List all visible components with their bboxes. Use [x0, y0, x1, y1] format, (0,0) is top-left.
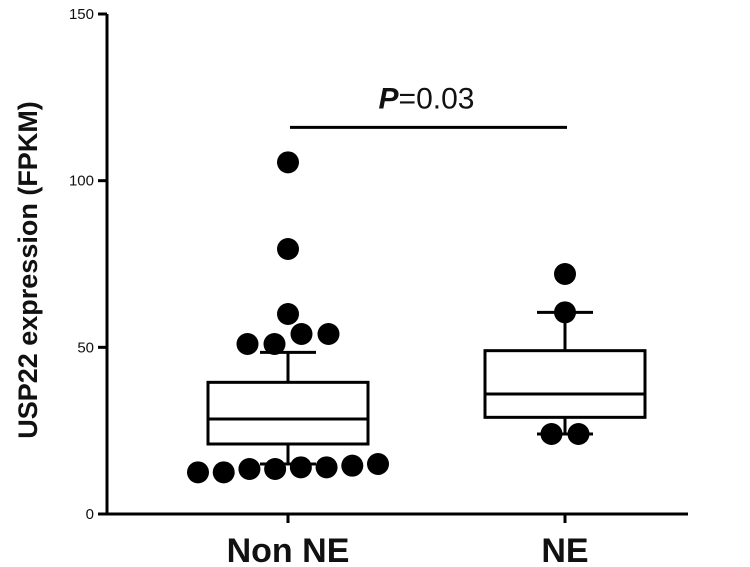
data-point	[277, 151, 299, 174]
x-category-label: Non NE	[227, 532, 350, 567]
y-tick-label: 100	[69, 173, 94, 190]
y-tick-label: 50	[77, 339, 94, 356]
data-point	[341, 454, 364, 477]
data-point	[187, 461, 209, 484]
data-point	[236, 333, 259, 355]
box-group	[206, 350, 370, 466]
y-axis-label: USP22 expression (FPKM)	[13, 101, 43, 439]
data-point	[289, 456, 312, 479]
box-iqr	[483, 349, 647, 419]
data-point	[277, 303, 299, 325]
data-point	[277, 238, 299, 260]
data-point	[317, 323, 340, 345]
data-point	[238, 458, 261, 480]
data-point	[554, 263, 576, 285]
data-point	[540, 423, 563, 445]
significance-annotation: P=0.03	[290, 82, 567, 129]
points	[187, 151, 590, 484]
data-point	[567, 423, 590, 445]
p-value-label: P=0.03	[379, 82, 475, 115]
data-point	[212, 461, 235, 484]
data-point	[367, 453, 389, 475]
data-point	[554, 301, 576, 324]
data-point	[264, 458, 287, 480]
y-tick-label: 0	[86, 506, 94, 523]
box-group	[483, 310, 647, 436]
data-point	[290, 323, 313, 345]
data-point	[315, 456, 338, 479]
axes: 0 50 100 150 Non NE NE	[69, 6, 688, 567]
box-iqr	[206, 380, 370, 446]
boxes	[206, 310, 647, 466]
p-symbol: P	[379, 82, 400, 115]
x-category-label: NE	[541, 532, 588, 567]
p-value: =0.03	[399, 82, 475, 115]
data-point	[263, 333, 286, 355]
y-tick-label: 150	[69, 6, 94, 23]
